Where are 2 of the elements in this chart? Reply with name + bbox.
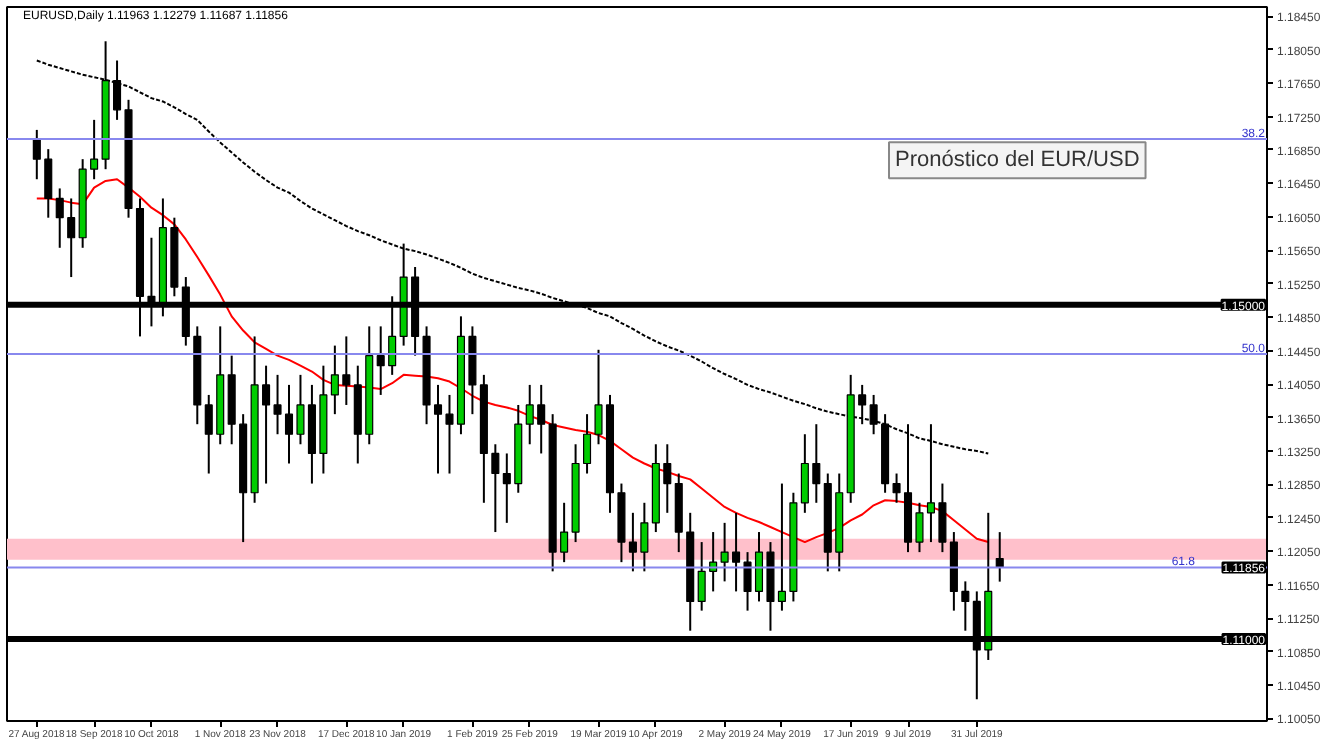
- candlestick: [869, 393, 878, 436]
- annotation: Pronóstico del EUR/USD: [895, 148, 1140, 173]
